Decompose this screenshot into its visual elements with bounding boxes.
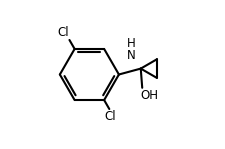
Text: H
N: H N [126, 37, 135, 62]
Text: Cl: Cl [104, 110, 115, 123]
Text: Cl: Cl [57, 26, 68, 39]
Text: OH: OH [140, 89, 158, 102]
